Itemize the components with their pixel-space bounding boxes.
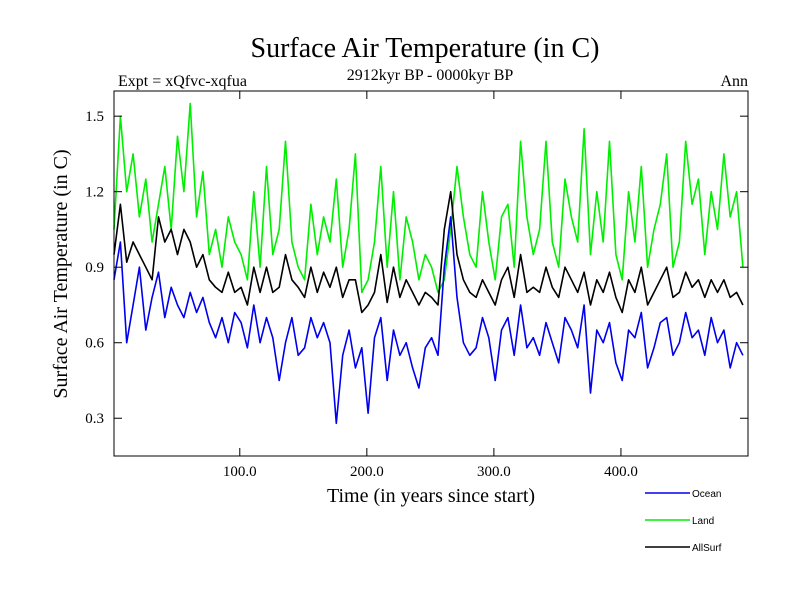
experiment-label: Expt = xQfvc-xqfua xyxy=(118,73,247,90)
legend-label-ocean: Ocean xyxy=(692,489,721,500)
season-label: Ann xyxy=(720,73,748,90)
y-tick-label: 1.2 xyxy=(85,185,104,201)
x-axis-label: Time (in years since start) xyxy=(327,485,535,507)
chart-title: Surface Air Temperature (in C) xyxy=(251,33,600,64)
y-tick-label: 0.9 xyxy=(85,260,104,276)
y-tick-label: 0.6 xyxy=(85,336,104,352)
y-axis-label: Surface Air Temperature (in C) xyxy=(50,149,72,398)
ticks-layer: 100.0 200.0 300.0 400.0 0.3 0.6 0.9 1.2 1.5 xyxy=(85,91,748,480)
chart-subtitle: 2912kyr BP - 0000kyr BP xyxy=(347,67,514,84)
x-tick-label: 200.0 xyxy=(350,464,384,480)
x-tick-label: 300.0 xyxy=(477,464,511,480)
series-line-land xyxy=(114,104,743,293)
legend-label-land: Land xyxy=(692,516,714,527)
x-tick-label: 400.0 xyxy=(604,464,638,480)
x-tick-label: 100.0 xyxy=(223,464,257,480)
y-tick-label: 1.5 xyxy=(85,109,104,125)
plot-frame xyxy=(114,91,748,456)
series-layer xyxy=(114,104,743,424)
legend: Ocean Land AllSurf xyxy=(645,489,722,554)
chart: Surface Air Temperature (in C) Expt = xQ… xyxy=(0,0,800,600)
y-tick-label: 0.3 xyxy=(85,411,104,427)
legend-label-allsurf: AllSurf xyxy=(692,543,722,554)
